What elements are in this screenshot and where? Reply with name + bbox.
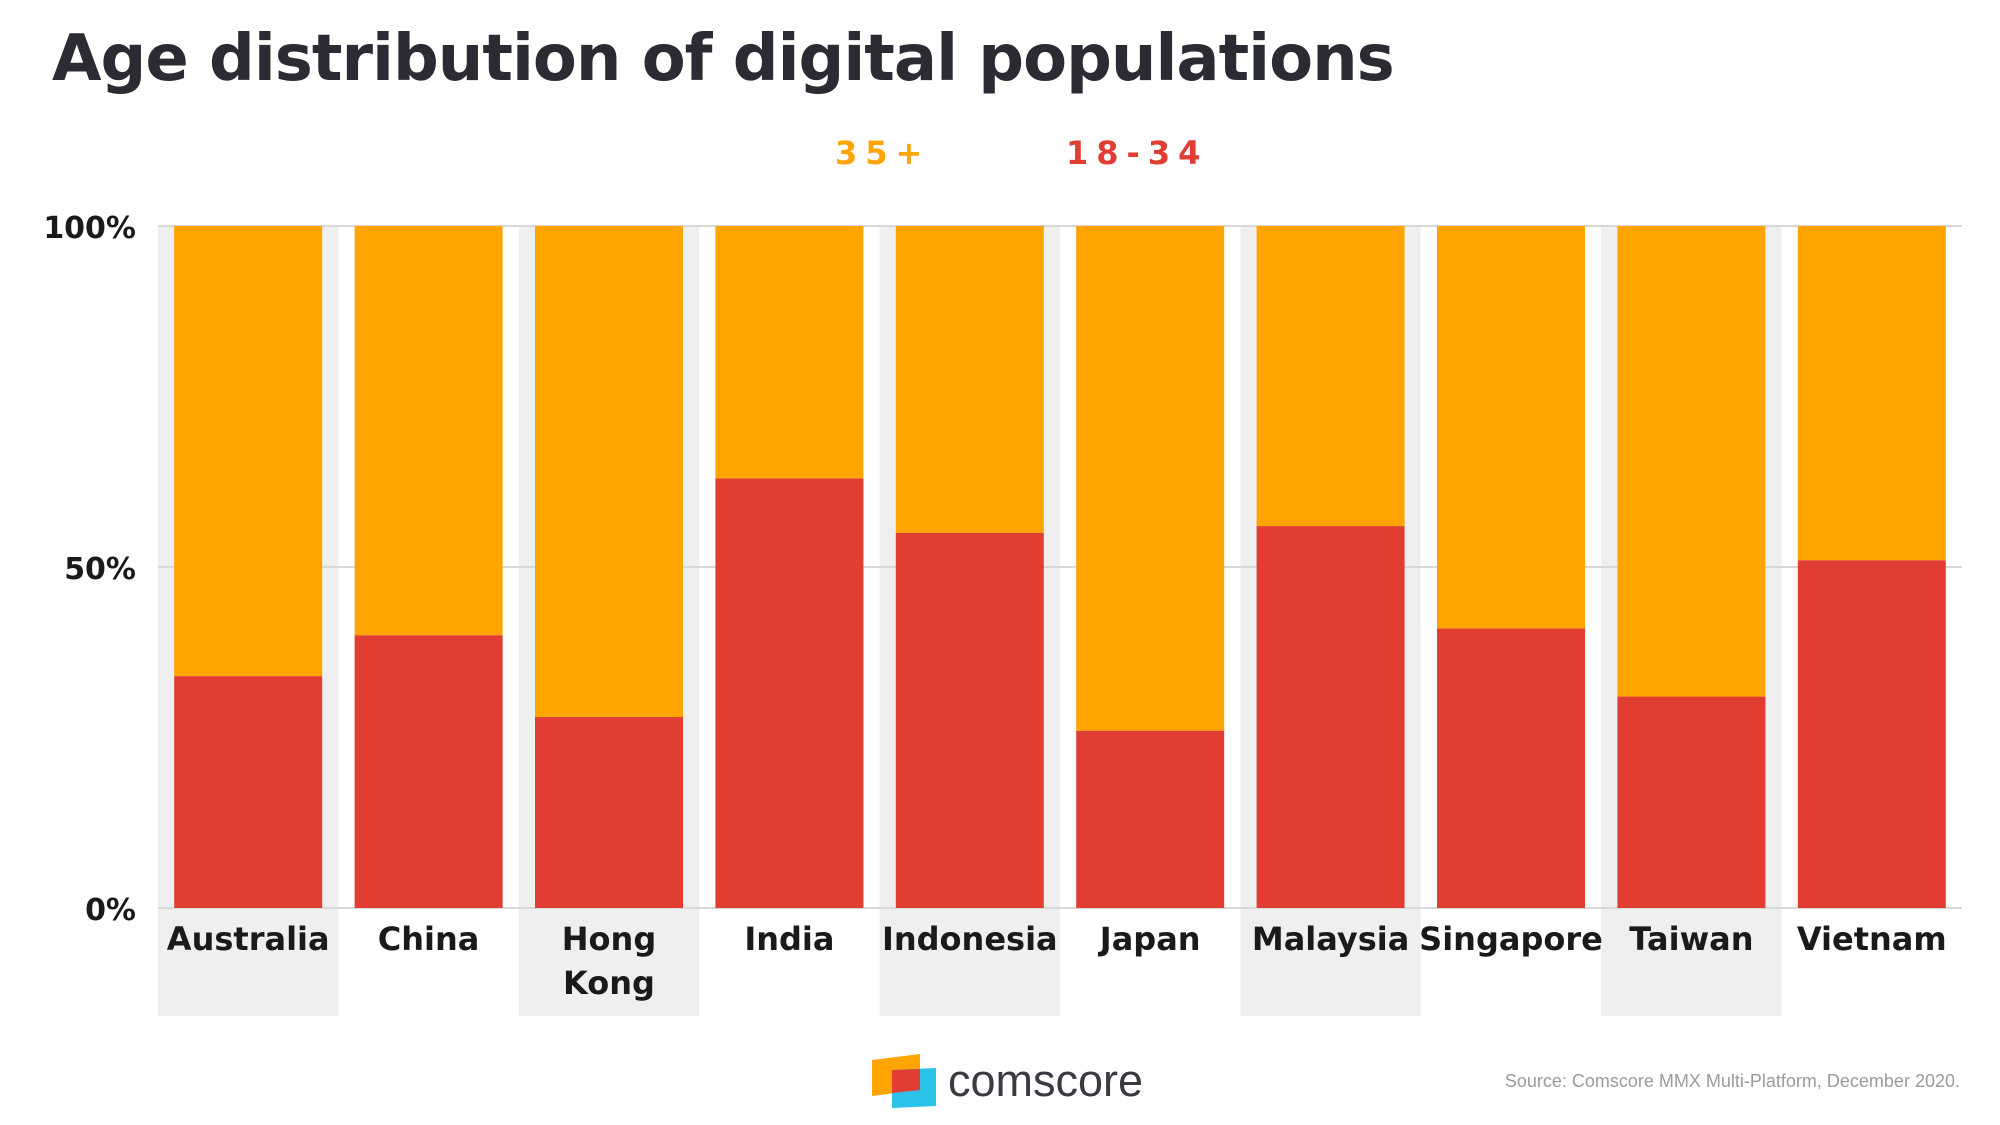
bar-segment-18-34	[354, 635, 503, 908]
x-tick-label: Japan	[1098, 920, 1201, 958]
x-tick-label: Singapore	[1419, 920, 1603, 958]
bar-segment-18-34	[1797, 560, 1946, 908]
comscore-brand-text: comscore	[948, 1055, 1144, 1106]
bar-segment-35+	[354, 226, 503, 636]
bar-segment-18-34	[1076, 730, 1225, 908]
source-note: Source: Comscore MMX Multi-Platform, Dec…	[1504, 1071, 1960, 1091]
bar-segment-18-34	[1437, 628, 1585, 908]
bar-segment-35+	[1076, 226, 1225, 731]
bar-segment-35+	[1617, 226, 1766, 697]
x-tick-label: Indonesia	[882, 920, 1058, 958]
x-tick-label: Taiwan	[1629, 920, 1753, 958]
bar-segment-18-34	[535, 717, 683, 908]
bar-segment-18-34	[1256, 526, 1405, 908]
stacked-bar-chart: 0% 50% 100% Australia China Hong Kong India Indo…	[43, 211, 1962, 1016]
x-tick-label: Australia	[167, 920, 330, 958]
bar-segment-35+	[895, 226, 1044, 533]
bar-segment-35+	[715, 226, 864, 479]
bar-segment-35+	[535, 226, 683, 718]
bar-segment-35+	[174, 226, 323, 677]
comscore-logo-icon	[872, 1054, 936, 1108]
y-tick-label: 0%	[85, 893, 136, 928]
bar-segment-18-34	[715, 478, 864, 908]
x-tick-label: Hong Kong	[562, 920, 656, 1002]
x-tick-label: China	[378, 920, 480, 958]
bar-segment-18-34	[895, 532, 1044, 908]
legend-label-18-34: 18-34	[1066, 134, 1209, 172]
x-tick-label: Malaysia	[1252, 920, 1409, 958]
x-tick-label: India	[744, 920, 834, 958]
bar-segment-35+	[1797, 226, 1946, 561]
bar-segment-18-34	[174, 676, 323, 908]
bar-segment-35+	[1256, 226, 1405, 527]
x-tick-label: Vietnam	[1797, 920, 1947, 958]
bar-segment-35+	[1437, 226, 1585, 629]
y-tick-label: 100%	[43, 211, 136, 246]
bar-segment-18-34	[1617, 696, 1766, 908]
y-tick-label: 50%	[64, 552, 136, 587]
chart-title: Age distribution of digital populations	[52, 22, 1395, 96]
legend-label-35-plus: 35+	[835, 134, 931, 172]
